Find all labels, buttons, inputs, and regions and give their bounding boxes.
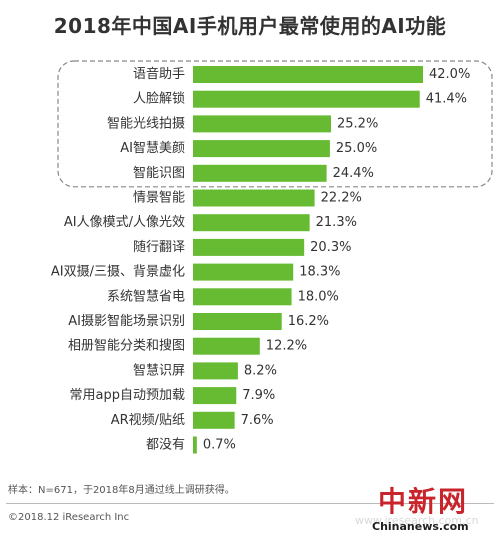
value-label: 16.2%: [288, 314, 329, 329]
value-label: 20.3%: [310, 240, 351, 255]
bar: [193, 411, 235, 429]
value-label: 12.2%: [266, 339, 307, 354]
category-label: AI人像模式/人像光效: [64, 215, 185, 230]
bar: [193, 115, 331, 133]
value-label: 8.2%: [244, 363, 277, 378]
category-label: 情景智能: [133, 191, 185, 206]
category-label: 智能光线拍摄: [107, 116, 185, 131]
value-label: 42.0%: [429, 67, 470, 82]
bar: [193, 164, 327, 182]
value-label: 25.2%: [337, 116, 378, 131]
bar: [193, 90, 420, 108]
bar: [193, 140, 330, 158]
category-label: 常用app自动预加载: [70, 388, 185, 403]
bar: [193, 288, 292, 306]
bar: [193, 387, 237, 405]
bar-chart: 语音助手 42.0% 人脸解锁 41.4% 智能光线拍摄 25.2% AI智慧美颜 25.0%…: [51, 60, 493, 454]
value-label: 21.3%: [316, 215, 357, 230]
bar: [193, 313, 282, 330]
watermark-url: Chinanews.com: [372, 520, 469, 533]
bar: [193, 337, 260, 355]
bar: [193, 214, 310, 232]
bar: [193, 263, 294, 281]
category-label: 智慧识屏: [133, 362, 185, 378]
bar: [193, 436, 197, 454]
category-label: 系统智慧省电: [107, 288, 185, 304]
value-label: 18.3%: [299, 265, 340, 280]
category-label: AR视频/贴纸: [111, 413, 185, 428]
bar: [193, 189, 315, 207]
value-label: 7.9%: [242, 388, 275, 403]
bar: [193, 238, 305, 256]
category-label: AI摄影智能场景识别: [68, 314, 185, 329]
value-label: 25.0%: [336, 141, 377, 156]
category-label: AI双摄/三摄、背景虚化: [51, 265, 185, 280]
value-label: 22.2%: [321, 191, 362, 206]
category-label: AI智慧美颜: [120, 140, 185, 156]
footer-divider: [6, 503, 494, 504]
category-label: 智能识图: [133, 166, 185, 181]
category-label: 语音助手: [133, 66, 185, 82]
bar: [193, 362, 238, 380]
bar: [193, 66, 423, 83]
value-label: 41.4%: [426, 92, 467, 107]
value-label: 7.6%: [241, 413, 274, 428]
sample-footnote: 样本：N=671，于2018年8月通过线上调研获得。: [8, 485, 235, 496]
watermark-logo: 中新网: [378, 485, 469, 518]
category-label: 相册智能分类和搜图: [68, 339, 185, 354]
value-label: 0.7%: [203, 438, 236, 453]
watermark-faint-url: www.iresearch.com.cn: [355, 514, 479, 527]
category-label: 人脸解锁: [133, 91, 185, 107]
chart-title: 2018年中国AI手机用户最常使用的AI功能: [53, 14, 447, 38]
highlight-box: [57, 60, 493, 188]
category-label: 随行翻译: [133, 240, 185, 255]
value-label: 24.4%: [333, 166, 374, 181]
copyright-text: ©2018.12 iResearch Inc: [8, 512, 130, 523]
value-label: 18.0%: [298, 289, 339, 304]
category-label: 都没有: [146, 438, 185, 453]
